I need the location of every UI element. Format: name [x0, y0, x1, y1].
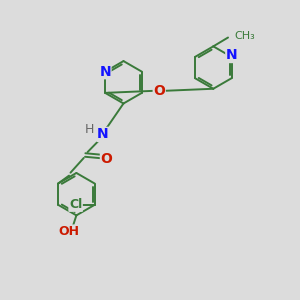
Text: O: O	[100, 152, 112, 167]
Text: O: O	[153, 84, 165, 98]
Text: N: N	[226, 49, 238, 62]
Text: N: N	[99, 65, 111, 79]
Text: Cl: Cl	[69, 198, 82, 211]
Text: OH: OH	[58, 225, 80, 238]
Text: H: H	[85, 123, 94, 136]
Text: N: N	[97, 128, 109, 141]
Text: CH₃: CH₃	[235, 31, 255, 41]
